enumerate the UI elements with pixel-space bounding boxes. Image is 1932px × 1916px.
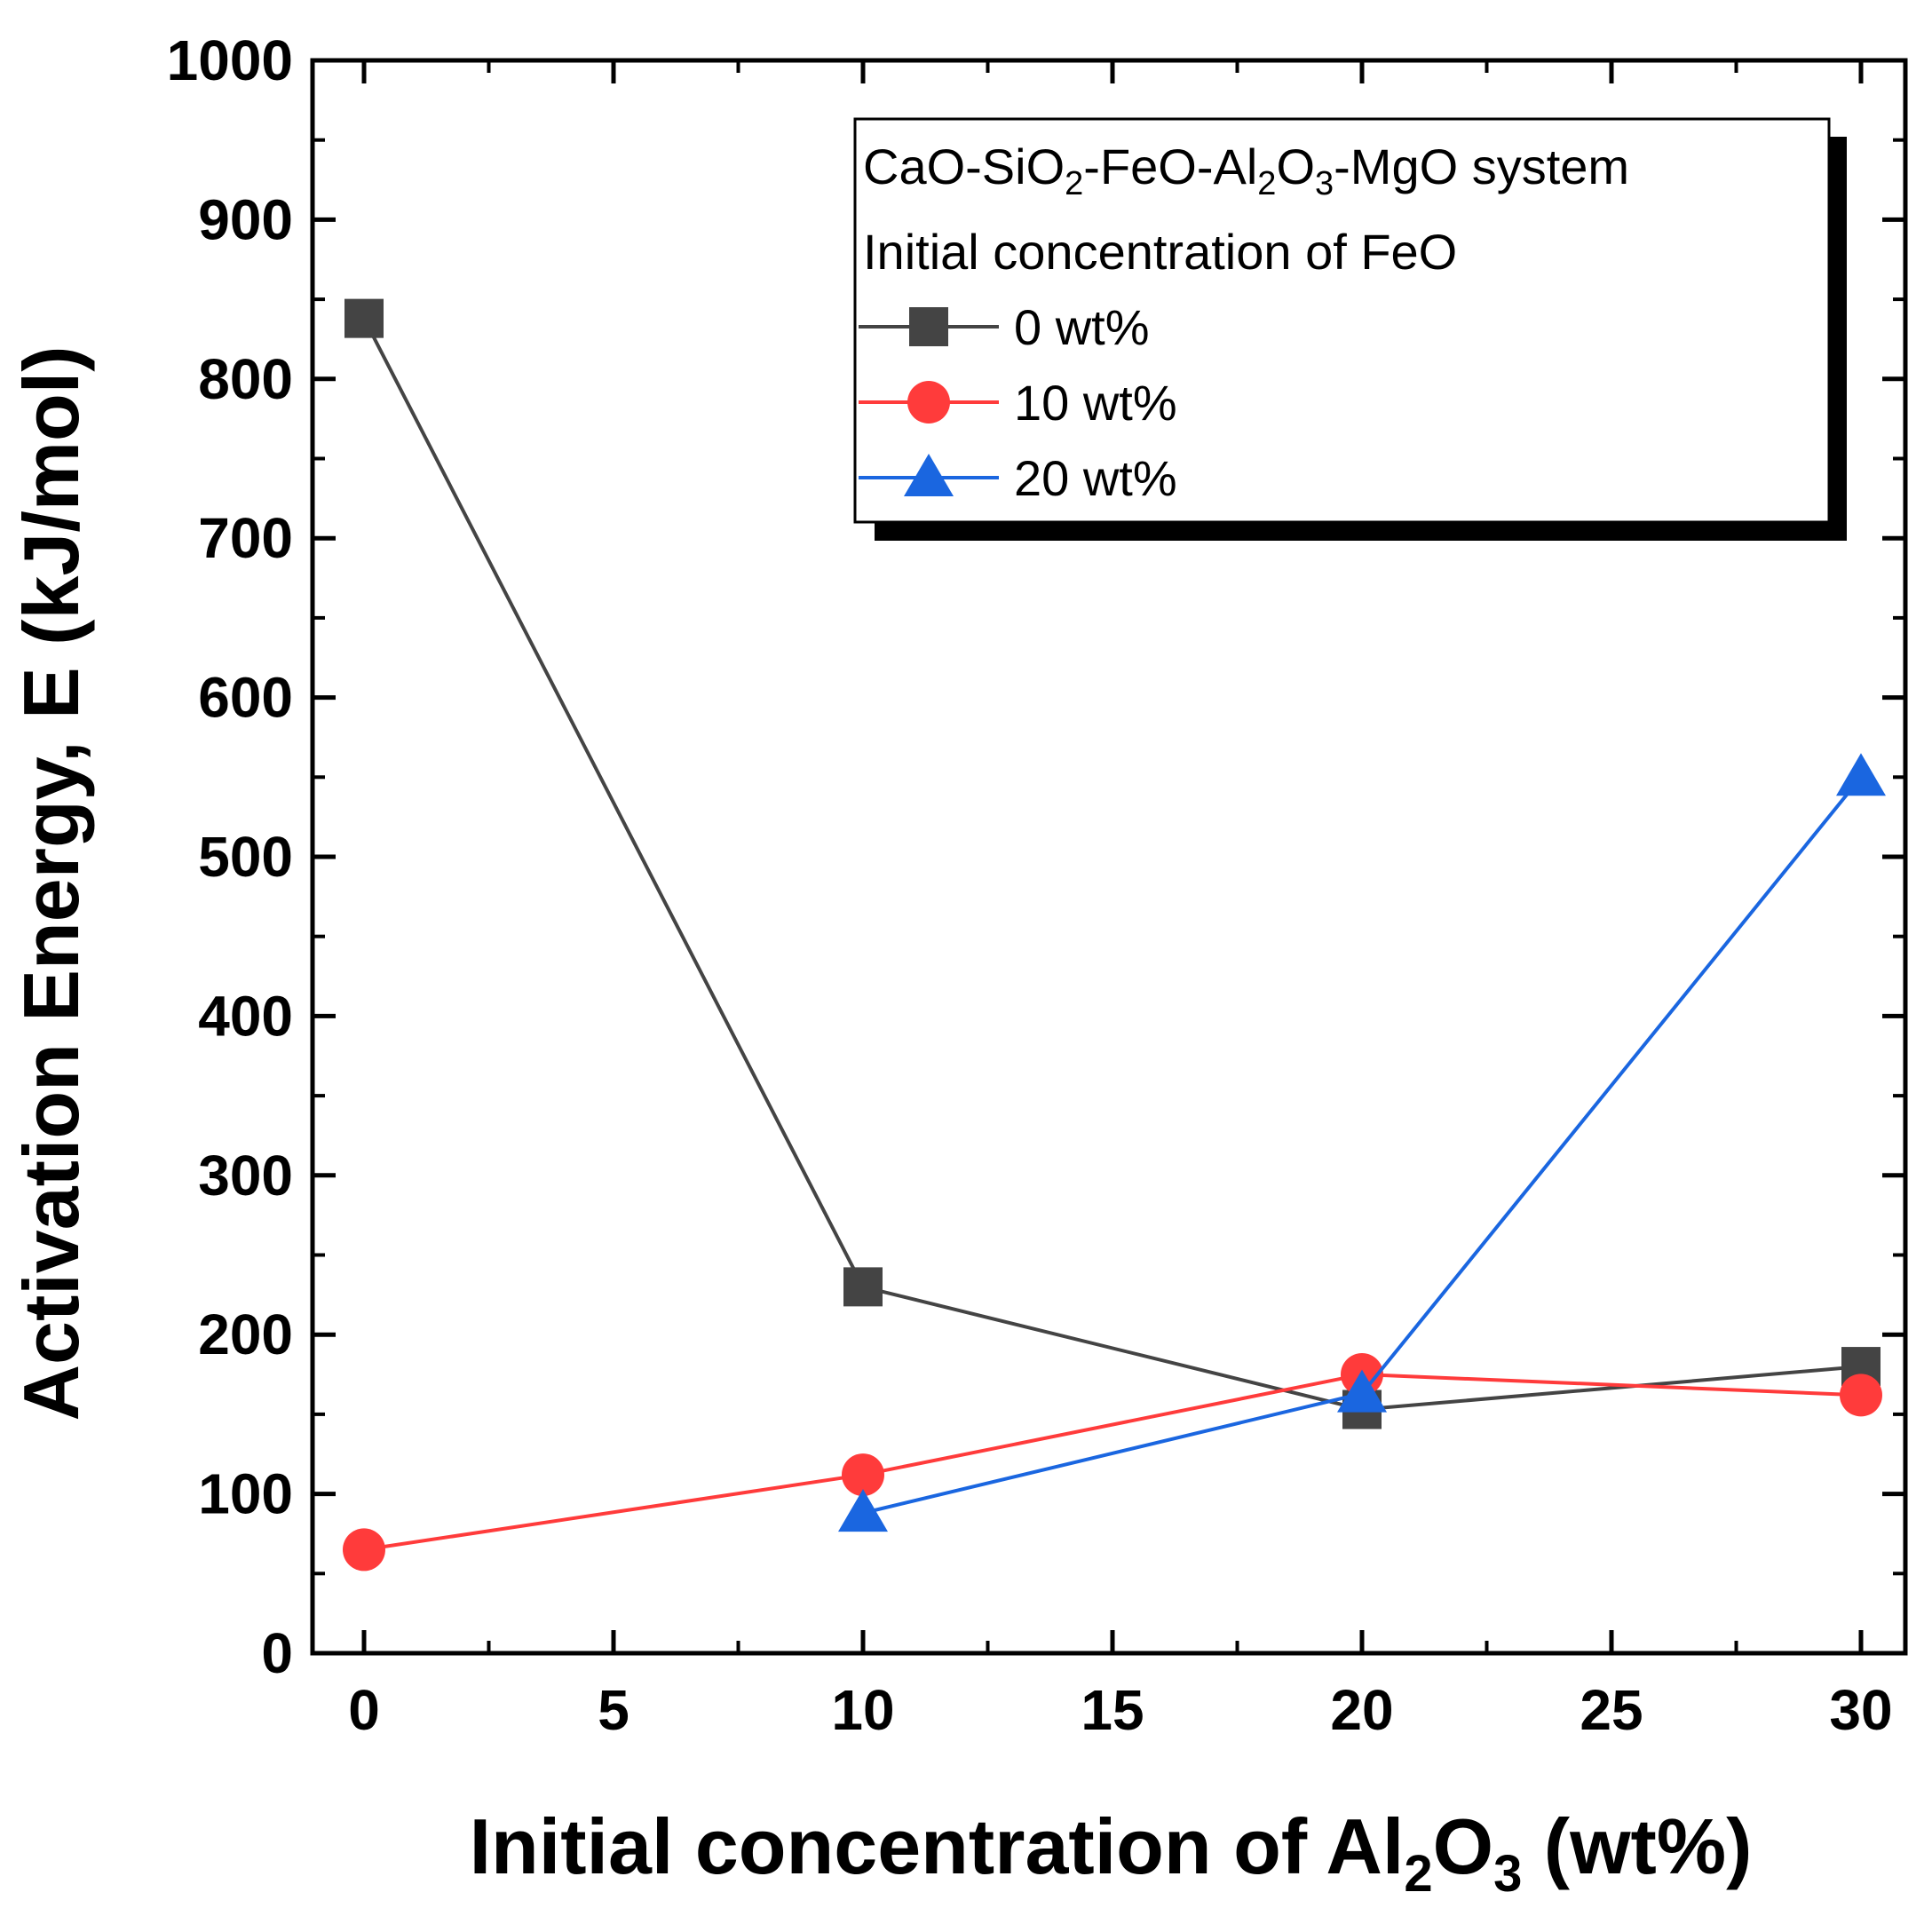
- x-tick-label: 25: [1580, 1678, 1643, 1742]
- legend-label: 20 wt%: [1014, 450, 1177, 506]
- legend-label: 10 wt%: [1014, 375, 1177, 431]
- legend-title-part: CaO-SiO: [863, 139, 1065, 194]
- legend-marker: [907, 381, 950, 424]
- x-tick-label: 20: [1330, 1678, 1393, 1742]
- legend: CaO-SiO2-FeO-Al2O3-MgO system Initial co…: [853, 117, 1847, 541]
- y-tick-label: 200: [198, 1302, 293, 1366]
- y-tick-label: 600: [198, 666, 293, 730]
- data-point: [843, 1267, 883, 1307]
- legend-title-sub: 2: [1065, 165, 1083, 202]
- y-tick-label: 0: [261, 1621, 293, 1685]
- x-tick-label: 30: [1829, 1678, 1892, 1742]
- series-circle: [343, 1353, 1882, 1572]
- legend-title-sub: 3: [1315, 165, 1334, 202]
- legend-title-part: O: [1276, 139, 1315, 194]
- x-title-part: (wt%): [1522, 1802, 1752, 1890]
- y-axis-title: Activation Energy, E (kJ/mol): [7, 345, 95, 1421]
- x-title-sub: 2: [1404, 1845, 1432, 1903]
- series-layer: [343, 298, 1886, 1572]
- series-triangle: [838, 753, 1886, 1532]
- y-tick-label: 1000: [167, 28, 293, 92]
- data-point: [1836, 753, 1886, 796]
- x-tick-label: 5: [598, 1678, 629, 1742]
- legend-subtitle: Initial concentration of FeO: [863, 224, 1457, 280]
- y-tick-label: 800: [198, 347, 293, 411]
- legend-entries: 0 wt% 10 wt% 20 wt%: [859, 299, 1177, 506]
- legend-marker: [904, 454, 954, 496]
- legend-title-part: -MgO system: [1334, 139, 1629, 194]
- legend-box: [853, 117, 1831, 524]
- data-point: [842, 1453, 884, 1497]
- legend-title-part: -FeO-Al: [1083, 139, 1257, 194]
- y-tick-label: 400: [198, 984, 293, 1048]
- x-tick-label: 0: [348, 1678, 380, 1742]
- data-point: [1337, 1369, 1387, 1413]
- y-tick-label: 100: [198, 1462, 293, 1526]
- data-point: [838, 1489, 888, 1532]
- data-point: [1840, 1374, 1882, 1417]
- x-tick-label: 10: [831, 1678, 894, 1742]
- series-line: [363, 1373, 1862, 1552]
- legend-marker: [909, 307, 948, 346]
- series-line: [362, 317, 1862, 1412]
- y-tick-label: 700: [198, 506, 293, 570]
- x-title-sub: 3: [1493, 1845, 1522, 1903]
- legend-system-title: CaO-SiO2-FeO-Al2O3-MgO system: [863, 139, 1629, 202]
- x-tick-label: 15: [1081, 1678, 1144, 1742]
- x-title-part: O: [1433, 1802, 1493, 1890]
- y-tick-label: 300: [198, 1144, 293, 1207]
- legend-label: 0 wt%: [1014, 299, 1150, 355]
- x-axis-title: Initial concentration of Al2O3 (wt%): [470, 1802, 1753, 1903]
- y-tick-label: 900: [198, 187, 293, 251]
- y-tick-label: 500: [198, 825, 293, 889]
- x-title-part: Initial concentration of Al: [470, 1802, 1405, 1890]
- data-point: [344, 298, 384, 338]
- legend-title-sub: 2: [1257, 165, 1276, 202]
- data-point: [343, 1528, 385, 1572]
